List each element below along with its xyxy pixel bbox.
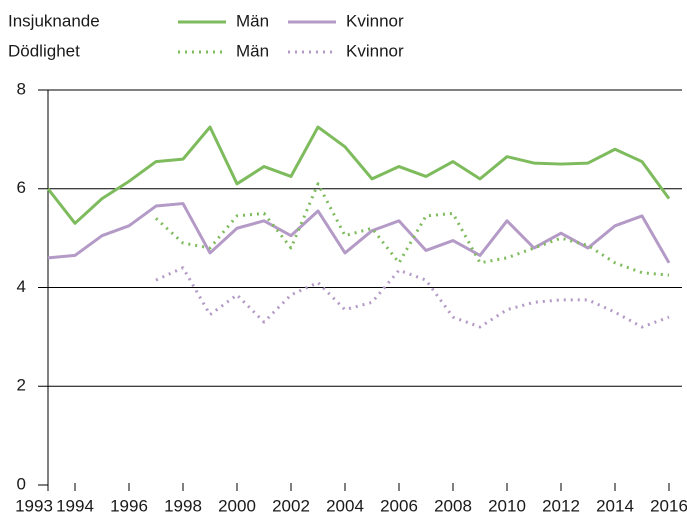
y-tick-label: 6 xyxy=(17,178,26,197)
x-tick-label: 2004 xyxy=(326,496,364,515)
x-tick-label: 1993 xyxy=(15,496,53,515)
x-tick-label: 2008 xyxy=(434,496,472,515)
line-series xyxy=(155,266,670,329)
x-tick-label: 2006 xyxy=(380,496,418,515)
y-tick-label: 4 xyxy=(17,277,26,296)
line-series xyxy=(154,182,670,277)
x-tick-label: 1994 xyxy=(56,496,94,515)
legend-label: Kvinnor xyxy=(346,11,404,30)
legend-label: Kvinnor xyxy=(346,41,404,60)
y-tick-label: 0 xyxy=(17,474,26,493)
x-tick-label: 2012 xyxy=(542,496,580,515)
legend-label: Män xyxy=(236,41,269,60)
x-tick-label: 2002 xyxy=(272,496,310,515)
x-tick-label: 2010 xyxy=(488,496,526,515)
legend-label: Män xyxy=(236,11,269,30)
line-series xyxy=(47,202,671,264)
x-tick-label: 1998 xyxy=(164,496,202,515)
x-tick-label: 1996 xyxy=(110,496,148,515)
y-tick-label: 2 xyxy=(17,376,26,395)
x-tick-label: 2000 xyxy=(218,496,256,515)
legend-group: Dödlighet xyxy=(8,41,80,60)
x-tick-label: 2014 xyxy=(596,496,634,515)
x-tick-label: 2016 xyxy=(650,496,687,515)
legend-group: Insjuknande xyxy=(8,11,100,30)
line-series xyxy=(46,125,671,225)
y-tick-label: 8 xyxy=(17,79,26,98)
